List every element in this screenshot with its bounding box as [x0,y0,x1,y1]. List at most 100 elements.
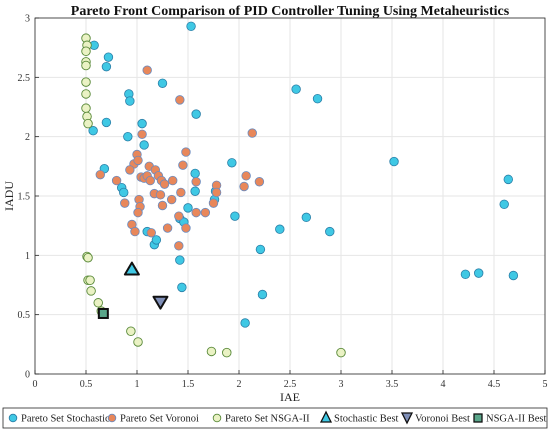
x-axis: 0 0.5 1 1.5 2 2.5 3 3.5 4 4.5 5 [33,370,548,390]
legend-label: Pareto Set Voronoi [120,414,199,425]
y-tick-label: 2.5 [18,73,31,84]
data-point-pareto-set-nsga-ii [81,60,91,71]
y-tick-label: 2 [25,132,30,143]
legend-label: Voronoi Best [415,414,470,425]
data-point-pareto-set-voronoi [155,190,166,200]
series-pareto-set-nsga-ii [81,33,346,358]
data-point-pareto-set-nsga-ii [81,89,91,99]
data-point-pareto-set-stochastic [88,126,98,136]
legend-item-pareto-set-stochastic: Pareto Set Stochastic [8,413,110,425]
data-point-pareto-set-nsga-ii [206,346,217,357]
data-point-pareto-set-stochastic [389,156,399,167]
data-point-pareto-set-voronoi [162,223,173,233]
x-tick-label: 0.5 [80,379,93,390]
legend-label: Stochastic Best [334,414,399,425]
series-pareto-set-voronoi [95,65,265,251]
legend-item-pareto-set-voronoi: Pareto Set Voronoi [107,413,199,425]
data-point-pareto-set-nsga-ii [336,347,346,358]
legend-item-stochastic-best: Stochastic Best [319,410,399,425]
data-point-pareto-set-voronoi [120,198,130,208]
data-point-pareto-set-voronoi [191,207,201,218]
data-point-pareto-set-voronoi [167,175,178,186]
data-point-pareto-set-voronoi [133,207,143,218]
y-tick-label: 3 [25,14,30,25]
data-point-pareto-set-stochastic [175,255,185,265]
x-tick-label: 4 [441,379,446,390]
data-point-stochastic-best [123,261,140,276]
data-point-pareto-set-nsga-ii [81,77,91,87]
data-point-pareto-set-voronoi [125,165,135,175]
data-point-pareto-set-nsga-ii [86,286,96,296]
series-voronoi-best [152,295,169,310]
legend-marker [473,413,483,423]
data-point-pareto-set-nsga-ii [83,118,93,129]
data-point-pareto-set-nsga-ii [133,337,143,347]
data-point-pareto-set-voronoi [200,207,211,218]
data-point-pareto-set-stochastic [291,84,301,94]
data-point-pareto-set-stochastic [101,61,112,72]
legend-marker [319,410,333,423]
x-tick-label: 0 [33,379,38,390]
data-point-pareto-set-voronoi [133,155,143,166]
data-point-pareto-set-voronoi [181,223,191,233]
x-tick-label: 1.5 [182,379,195,390]
x-tick-label: 2.5 [284,379,297,390]
data-point-pareto-set-stochastic [240,318,250,328]
data-point-pareto-set-stochastic [137,118,147,129]
data-point-pareto-set-voronoi [178,160,188,170]
data-point-pareto-set-voronoi [95,169,105,180]
legend-label: Pareto Set Stochastic [21,414,110,425]
data-point-pareto-set-stochastic [499,199,509,210]
data-point-pareto-set-stochastic [191,109,201,119]
data-point-pareto-set-voronoi [159,179,170,189]
data-point-pareto-set-nsga-ii [81,46,91,56]
chart-title: Pareto Front Comparison of PID Controlle… [71,4,510,19]
data-point-pareto-set-nsga-ii [222,347,232,358]
legend-marker [212,413,222,423]
x-axis-label: IAE [280,390,300,404]
data-point-pareto-set-voronoi [174,241,184,251]
data-point-pareto-set-stochastic [190,168,200,179]
data-point-pareto-set-stochastic [186,21,196,32]
data-point-pareto-set-voronoi [137,129,147,139]
data-point-pareto-set-stochastic [474,268,484,278]
data-point-pareto-set-voronoi [241,171,251,181]
legend: Pareto Set Stochastic Pareto Set Voronoi P… [2,407,548,429]
data-point-pareto-set-stochastic [125,96,135,106]
series-stochastic-best [123,261,140,276]
data-point-pareto-set-voronoi [175,95,185,105]
data-point-pareto-set-stochastic [183,203,193,213]
data-point-pareto-set-voronoi [142,65,152,75]
data-point-pareto-set-voronoi [208,198,219,208]
legend-marker [8,413,18,423]
data-point-pareto-set-nsga-ii [93,298,103,308]
data-point-pareto-set-stochastic [139,140,149,150]
data-point-pareto-set-voronoi [146,228,156,238]
data-point-pareto-set-stochastic [177,282,187,293]
data-point-pareto-set-voronoi [239,181,249,192]
data-point-pareto-set-nsga-ii [81,103,91,113]
legend-marker [107,413,117,423]
data-point-nsga-ii-best [97,307,109,319]
data-point-pareto-set-voronoi [176,187,186,198]
y-tick-label: 0.5 [18,310,31,321]
series-nsga-ii-best [97,307,109,319]
data-point-pareto-set-stochastic [275,224,285,234]
data-point-pareto-set-stochastic [151,235,162,245]
data-point-pareto-set-stochastic [257,289,268,300]
data-point-pareto-set-stochastic [227,158,237,168]
data-point-pareto-set-stochastic [103,52,114,62]
y-axis-label: IADU [2,181,16,211]
y-tick-label: 0 [25,370,30,381]
data-point-pareto-set-voronoi [247,128,257,138]
data-point-pareto-set-nsga-ii [83,252,93,263]
data-point-pareto-set-stochastic [255,244,266,255]
data-point-pareto-set-voronoi [211,187,222,198]
data-point-pareto-set-voronoi [157,200,168,211]
x-tick-label: 5 [543,379,548,390]
legend-item-nsga-ii-best: NSGA-II Best [473,413,546,425]
x-tick-label: 4.5 [488,379,501,390]
data-point-pareto-set-stochastic [123,131,133,142]
data-point-pareto-set-voronoi [166,194,177,205]
